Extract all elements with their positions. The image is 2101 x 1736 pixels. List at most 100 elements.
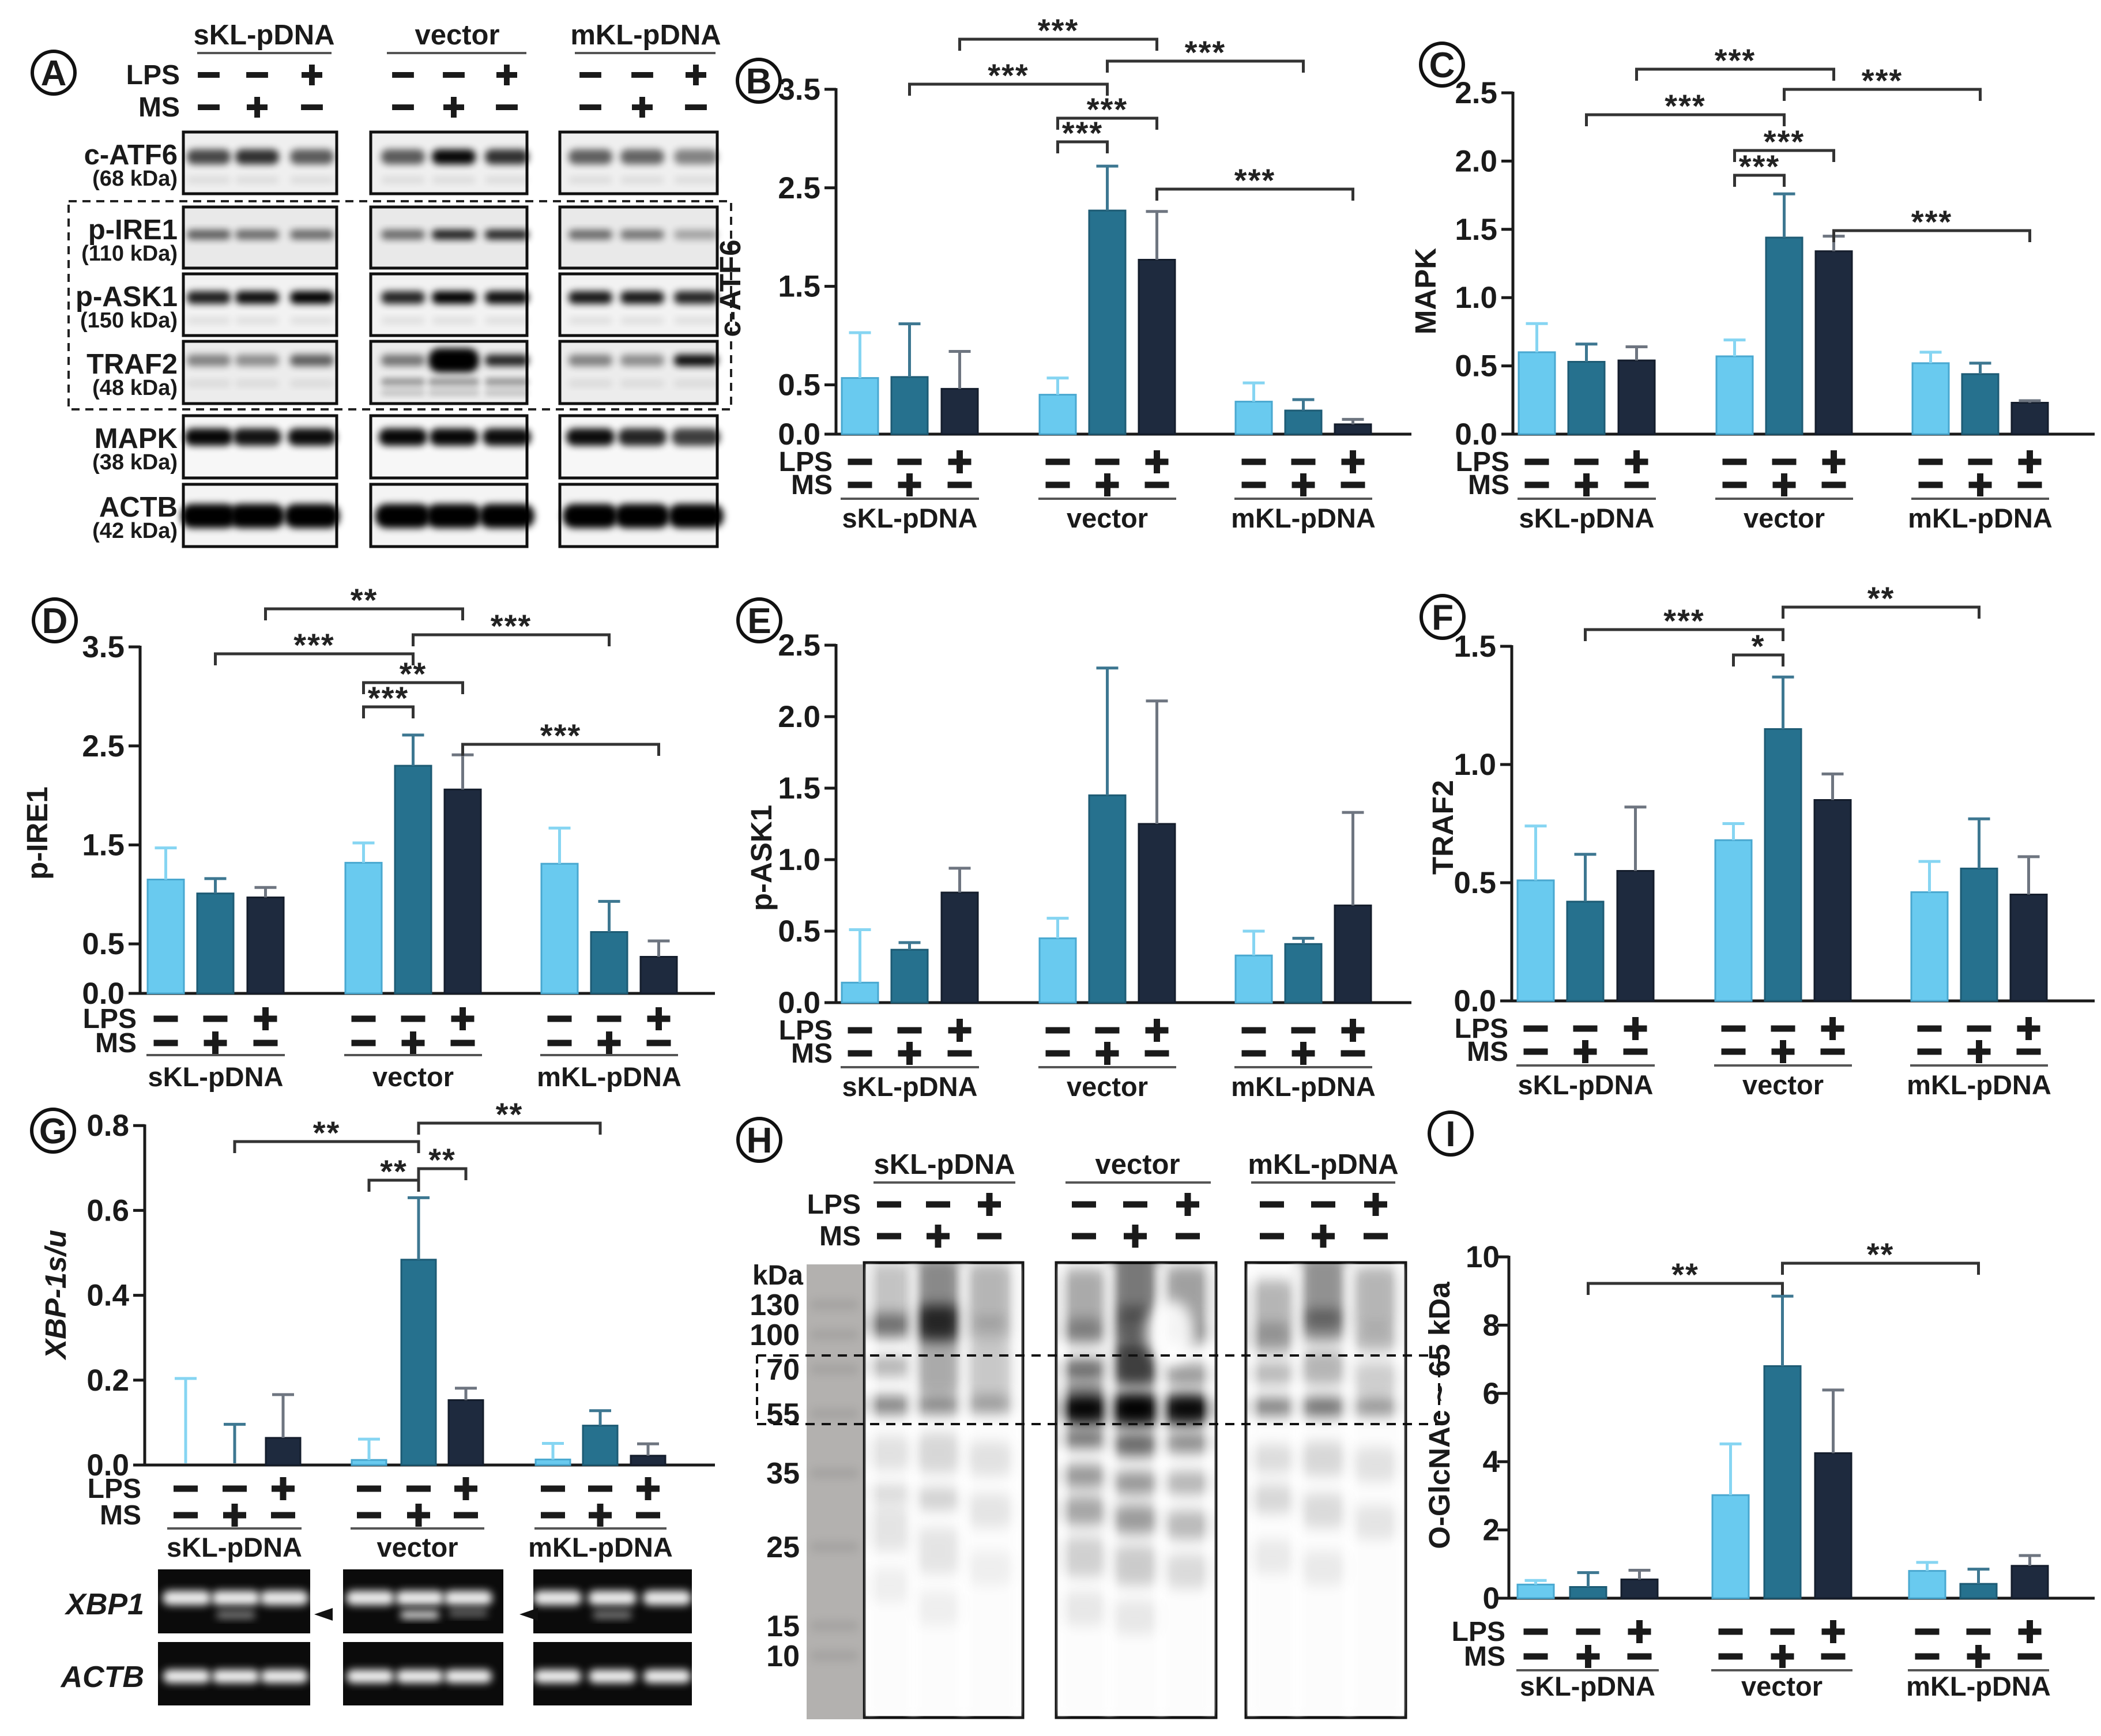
svg-text:1.5: 1.5 [778, 771, 820, 805]
svg-text:mKL-pDNA: mKL-pDNA [537, 1061, 681, 1092]
svg-text:130: 130 [750, 1289, 800, 1322]
svg-text:(48 kDa): (48 kDa) [92, 376, 178, 400]
svg-text:sKL-pDNA: sKL-pDNA [167, 1532, 302, 1562]
svg-text:0.0: 0.0 [86, 1448, 129, 1482]
svg-text:1.5: 1.5 [778, 270, 820, 304]
svg-text:0.0: 0.0 [1455, 417, 1497, 451]
svg-text:p-ASK1: p-ASK1 [745, 805, 778, 911]
svg-text:**: ** [380, 1153, 408, 1189]
svg-text:TRAF2: TRAF2 [86, 349, 178, 380]
svg-text:3.5: 3.5 [778, 73, 820, 107]
svg-text:vector: vector [1744, 503, 1825, 533]
svg-text:0.4: 0.4 [86, 1279, 129, 1313]
svg-text:1.5: 1.5 [1455, 213, 1497, 247]
svg-text:MS: MS [791, 470, 833, 500]
svg-text:sKL-pDNA: sKL-pDNA [842, 503, 978, 533]
svg-text:10: 10 [766, 1640, 800, 1673]
svg-text:**: ** [1867, 1236, 1895, 1272]
svg-text:0.5: 0.5 [1454, 866, 1496, 900]
svg-text:**: ** [400, 656, 427, 692]
svg-text:1.5: 1.5 [1454, 630, 1496, 664]
svg-text:LPS: LPS [1456, 447, 1509, 477]
svg-text:MS: MS [1464, 1641, 1505, 1672]
svg-text:LPS: LPS [779, 1015, 833, 1046]
svg-text:sKL-pDNA: sKL-pDNA [1520, 1671, 1655, 1701]
svg-text:c-ATF6: c-ATF6 [84, 140, 178, 171]
svg-text:sKL-pDNA: sKL-pDNA [842, 1071, 978, 1102]
svg-text:C: C [1429, 46, 1455, 85]
svg-text:F: F [1432, 598, 1454, 638]
svg-text:***: *** [1234, 162, 1275, 198]
svg-text:***: *** [1911, 204, 1952, 240]
svg-text:10: 10 [1466, 1240, 1500, 1274]
svg-text:***: *** [1665, 88, 1705, 124]
svg-text:LPS: LPS [126, 60, 180, 91]
svg-text:***: *** [1663, 602, 1704, 639]
svg-text:0.0: 0.0 [82, 977, 125, 1011]
svg-text:1.0: 1.0 [1454, 748, 1496, 782]
svg-text:0.0: 0.0 [1454, 984, 1496, 1018]
svg-text:***: *** [988, 57, 1029, 93]
svg-text:XBP-1s/u: XBP-1s/u [39, 1230, 72, 1361]
svg-text:1.0: 1.0 [778, 843, 820, 877]
svg-text:70: 70 [766, 1353, 800, 1387]
svg-text:MS: MS [138, 92, 180, 123]
svg-text:sKL-pDNA: sKL-pDNA [194, 20, 335, 51]
svg-text:E: E [747, 601, 771, 641]
svg-text:mKL-pDNA: mKL-pDNA [1231, 503, 1376, 533]
svg-text:mKL-pDNA: mKL-pDNA [1906, 1671, 2051, 1701]
svg-text:***: *** [1715, 42, 1756, 78]
svg-text:ACTB: ACTB [60, 1660, 144, 1694]
svg-text:**: ** [428, 1142, 456, 1178]
svg-text:MS: MS [791, 1038, 833, 1069]
svg-text:2.0: 2.0 [778, 700, 820, 734]
svg-text:0.5: 0.5 [1455, 349, 1497, 383]
svg-text:***: *** [1739, 148, 1780, 184]
svg-text:MS: MS [95, 1028, 137, 1059]
svg-text:vector: vector [1741, 1671, 1823, 1701]
svg-text:mKL-pDNA: mKL-pDNA [1907, 1070, 2051, 1100]
svg-text:8: 8 [1483, 1308, 1500, 1342]
svg-text:***: *** [1087, 91, 1128, 127]
svg-text:MS: MS [819, 1221, 861, 1252]
svg-text:vector: vector [376, 1532, 458, 1562]
svg-text:MAPK: MAPK [95, 423, 178, 454]
svg-text:mKL-pDNA: mKL-pDNA [570, 20, 721, 51]
svg-text:**: ** [1867, 580, 1895, 616]
svg-text:0.2: 0.2 [86, 1364, 129, 1398]
svg-text:H: H [747, 1121, 773, 1161]
svg-text:kDa: kDa [752, 1260, 803, 1291]
svg-text:***: *** [368, 680, 409, 716]
svg-text:mKL-pDNA: mKL-pDNA [1231, 1071, 1376, 1102]
svg-text:MS: MS [1468, 470, 1509, 500]
svg-text:0.5: 0.5 [778, 368, 820, 402]
svg-text:A: A [41, 54, 67, 93]
svg-text:c-ATF6: c-ATF6 [714, 239, 747, 337]
svg-text:ACTB: ACTB [99, 492, 178, 523]
svg-text:(38 kDa): (38 kDa) [92, 450, 178, 475]
svg-text:sKL-pDNA: sKL-pDNA [1519, 503, 1655, 533]
svg-text:2: 2 [1483, 1513, 1500, 1547]
svg-text:2.5: 2.5 [1455, 76, 1497, 110]
svg-text:0: 0 [1483, 1581, 1500, 1616]
svg-text:2.5: 2.5 [778, 628, 820, 662]
svg-text:35: 35 [766, 1457, 800, 1490]
svg-text:vector: vector [1067, 503, 1148, 533]
svg-text:G: G [39, 1112, 67, 1151]
svg-text:***: *** [1764, 123, 1805, 160]
svg-text:2.5: 2.5 [778, 171, 820, 205]
svg-text:0.0: 0.0 [778, 986, 820, 1020]
svg-text:mKL-pDNA: mKL-pDNA [528, 1532, 673, 1562]
svg-text:B: B [746, 62, 772, 101]
svg-text:I: I [1445, 1114, 1455, 1154]
svg-text:mKL-pDNA: mKL-pDNA [1248, 1149, 1398, 1180]
svg-text:(110 kDa): (110 kDa) [81, 242, 178, 266]
svg-text:***: *** [1862, 62, 1903, 99]
svg-text:LPS: LPS [88, 1474, 141, 1504]
svg-text:LPS: LPS [1452, 1617, 1505, 1647]
svg-text:***: *** [293, 627, 334, 663]
svg-text:0.6: 0.6 [86, 1193, 129, 1227]
svg-text:LPS: LPS [779, 447, 833, 477]
svg-text:sKL-pDNA: sKL-pDNA [1518, 1070, 1654, 1100]
svg-text:***: *** [1038, 12, 1079, 48]
